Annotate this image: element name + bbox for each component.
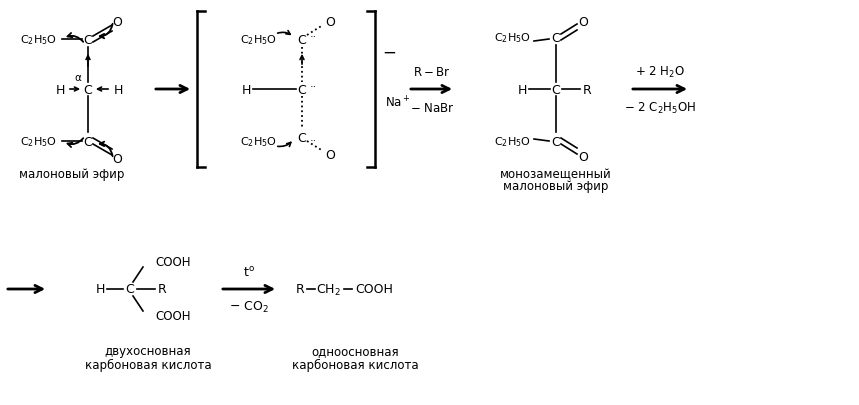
Text: C: C [551,32,560,45]
Text: $\mathsf{C_2H_5O}$: $\mathsf{C_2H_5O}$ [240,33,277,47]
Text: двухосновная: двухосновная [105,345,192,358]
Text: монозамещенный: монозамещенный [500,168,612,181]
Text: малоновый эфир: малоновый эфир [503,180,609,193]
Text: O: O [325,149,335,162]
Text: $\mathsf{t^o}$: $\mathsf{t^o}$ [243,265,255,279]
Text: ··: ·· [309,136,317,146]
Text: $\mathsf{R-Br}$: $\mathsf{R-Br}$ [413,65,451,78]
Text: $\mathsf{-\ NaBr}$: $\mathsf{-\ NaBr}$ [410,101,454,114]
Text: $\mathsf{\alpha}$: $\mathsf{\alpha}$ [74,73,82,83]
Text: H: H [95,283,105,296]
Text: H: H [241,83,251,96]
Text: H: H [113,83,123,96]
Text: C: C [125,283,134,296]
Text: H: H [55,83,64,96]
Text: R: R [295,283,304,296]
Text: ··: ·· [309,82,317,92]
Text: $\mathsf{-\ CO_2}$: $\mathsf{-\ CO_2}$ [229,299,269,314]
Text: C: C [83,135,93,148]
Text: $\mathsf{C_2H_5O}$: $\mathsf{C_2H_5O}$ [20,33,57,47]
Text: $\mathsf{CH_2}$: $\mathsf{CH_2}$ [315,282,340,297]
Text: одноосновная: одноосновная [311,345,399,358]
Text: $\mathsf{C_2H_5O}$: $\mathsf{C_2H_5O}$ [240,135,277,149]
Text: C: C [297,131,307,144]
Text: $\mathsf{C_2H_5O}$: $\mathsf{C_2H_5O}$ [20,135,57,149]
Text: COOH: COOH [155,310,191,323]
Text: O: O [578,15,588,28]
Text: COOH: COOH [355,283,393,296]
Text: C: C [551,83,560,96]
Text: $\mathsf{Na^+}$: $\mathsf{Na^+}$ [385,95,411,111]
Text: $\mathsf{C_2H_5O}$: $\mathsf{C_2H_5O}$ [494,135,531,149]
Text: C: C [83,34,93,47]
Text: C: C [83,83,93,96]
Text: C: C [297,83,307,96]
Text: O: O [325,15,335,28]
Text: $-$: $-$ [382,43,396,61]
Text: COOH: COOH [155,256,191,269]
Text: карбоновая кислота: карбоновая кислота [292,358,418,371]
Text: ··: ·· [309,32,317,42]
Text: C: C [297,34,307,47]
Text: O: O [578,151,588,164]
Text: $\mathsf{-\ 2\ C_2H_5OH}$: $\mathsf{-\ 2\ C_2H_5OH}$ [624,100,696,115]
Text: O: O [112,15,122,28]
Text: R: R [157,283,167,296]
Text: O: O [112,153,122,166]
Text: $\mathsf{C_2H_5O}$: $\mathsf{C_2H_5O}$ [494,31,531,45]
Text: H: H [517,83,527,96]
Text: C: C [551,135,560,148]
Text: карбоновая кислота: карбоновая кислота [85,358,211,371]
Text: $\mathsf{+\ 2\ H_2O}$: $\mathsf{+\ 2\ H_2O}$ [635,64,685,79]
Text: R: R [582,83,591,96]
Text: малоновый эфир: малоновый эфир [19,168,125,181]
